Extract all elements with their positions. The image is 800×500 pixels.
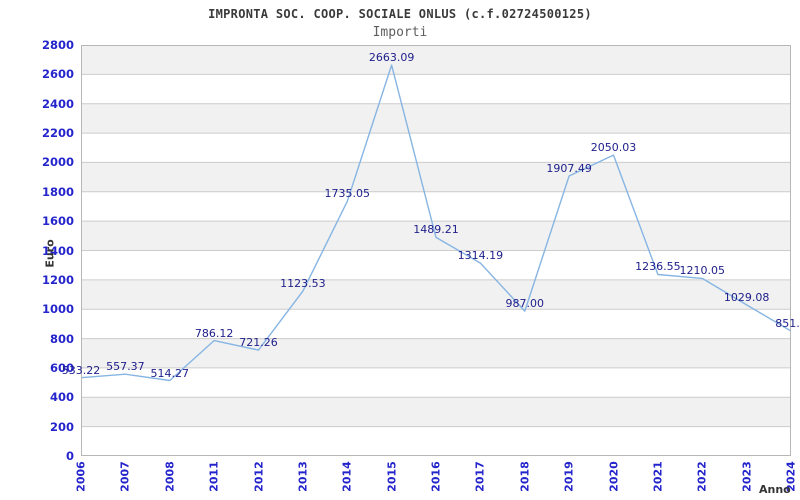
x-tick-label: 2006 bbox=[74, 461, 88, 492]
point-label: 1029.08 bbox=[723, 290, 770, 304]
point-label: 2663.09 bbox=[368, 51, 415, 65]
x-tick-label: 2021 bbox=[651, 461, 665, 492]
point-label: 786.12 bbox=[194, 326, 234, 340]
plot-band bbox=[81, 133, 791, 163]
point-label: 1735.05 bbox=[324, 187, 371, 201]
x-tick-label: 2017 bbox=[473, 461, 487, 492]
line-series bbox=[81, 64, 791, 382]
x-tick-label: 2015 bbox=[385, 461, 399, 492]
y-tick-label: 0 bbox=[65, 449, 74, 463]
y-tick-label: 1800 bbox=[41, 184, 74, 199]
x-axis-title: Anno bbox=[759, 483, 791, 496]
y-tick-label: 400 bbox=[49, 390, 74, 405]
plot-band bbox=[81, 397, 791, 427]
point-label: 557.37 bbox=[106, 360, 145, 374]
x-tick-label: 2016 bbox=[429, 461, 443, 492]
x-tick-label: 2011 bbox=[207, 461, 221, 492]
point-label: 851.5 bbox=[775, 317, 800, 330]
y-tick-label: 1400 bbox=[41, 243, 74, 258]
x-tick-label: 2007 bbox=[118, 461, 132, 492]
plot-band bbox=[81, 338, 791, 368]
point-label: 533.22 bbox=[61, 363, 101, 377]
plot-band bbox=[81, 250, 791, 280]
y-tick-label: 2400 bbox=[41, 96, 74, 111]
x-tick-label: 2018 bbox=[518, 461, 532, 492]
y-tick-label: 1600 bbox=[41, 214, 74, 229]
chart-title: IMPRONTA SOC. COOP. SOCIALE ONLUS (c.f.0… bbox=[208, 7, 592, 21]
x-tick-label: 2014 bbox=[340, 461, 354, 492]
point-label: 1210.05 bbox=[679, 264, 726, 278]
point-label: 1314.19 bbox=[457, 249, 504, 263]
chart-subtitle: Importi bbox=[372, 25, 428, 40]
point-label: 2050.03 bbox=[590, 141, 637, 155]
plot-band bbox=[81, 309, 791, 339]
y-tick-label: 200 bbox=[49, 419, 74, 434]
plot-border bbox=[81, 45, 791, 456]
point-label: 1907.49 bbox=[546, 162, 592, 175]
point-label: 721.26 bbox=[239, 336, 278, 350]
plot-band bbox=[81, 426, 791, 456]
y-tick-label: 1000 bbox=[41, 302, 74, 317]
x-tick-label: 2022 bbox=[695, 461, 709, 492]
plot-area bbox=[81, 45, 791, 456]
x-tick-label: 2023 bbox=[740, 461, 754, 492]
y-axis-title: Euro bbox=[43, 239, 57, 268]
y-tick-label: 2000 bbox=[41, 155, 74, 170]
x-tick-label: 2012 bbox=[252, 461, 265, 492]
plot-canvas bbox=[81, 45, 791, 456]
plot-band bbox=[81, 191, 791, 222]
y-tick-label: 600 bbox=[49, 360, 74, 375]
plot-band bbox=[81, 279, 791, 310]
y-tick-label: 2600 bbox=[41, 67, 74, 82]
plot-band bbox=[81, 45, 791, 75]
y-tick-label: 2200 bbox=[41, 126, 74, 141]
x-tick-label: 2008 bbox=[163, 461, 177, 492]
plot-band bbox=[81, 367, 791, 398]
x-tick-label: 2019 bbox=[562, 461, 576, 492]
y-tick-label: 800 bbox=[49, 331, 74, 346]
point-label: 1123.53 bbox=[280, 277, 326, 291]
point-label: 987.00 bbox=[505, 297, 545, 311]
point-label: 514.27 bbox=[150, 366, 190, 380]
y-tick-label: 2800 bbox=[41, 38, 74, 52]
point-label: 1489.21 bbox=[413, 223, 459, 237]
x-tick-label: 2020 bbox=[607, 461, 620, 492]
plot-band bbox=[81, 74, 791, 104]
plot-band bbox=[81, 162, 791, 192]
point-label: 1236.55 bbox=[635, 260, 681, 274]
plot-band bbox=[81, 103, 791, 134]
x-tick-label: 2013 bbox=[296, 461, 310, 492]
y-tick-label: 1200 bbox=[41, 272, 74, 287]
